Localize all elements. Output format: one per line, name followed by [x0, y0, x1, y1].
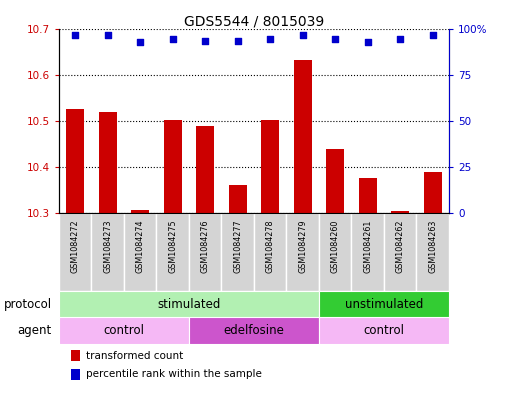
Text: GSM1084277: GSM1084277: [233, 220, 242, 273]
Text: transformed count: transformed count: [86, 351, 183, 360]
Bar: [294, 60, 311, 213]
Bar: [261, 119, 279, 213]
Text: unstimulated: unstimulated: [345, 298, 423, 310]
Bar: [319, 318, 449, 344]
Text: GSM1084260: GSM1084260: [331, 220, 340, 273]
Bar: [222, 213, 254, 291]
Bar: [66, 109, 84, 213]
Point: [331, 35, 339, 42]
Text: percentile rank within the sample: percentile rank within the sample: [86, 369, 262, 380]
Bar: [71, 350, 81, 361]
Bar: [319, 291, 449, 318]
Point: [428, 32, 437, 38]
Bar: [59, 318, 189, 344]
Point: [299, 32, 307, 38]
Point: [136, 39, 144, 46]
Text: GSM1084262: GSM1084262: [396, 220, 405, 273]
Bar: [71, 369, 81, 380]
Text: GSM1084275: GSM1084275: [168, 220, 177, 273]
Point: [396, 35, 404, 42]
Bar: [254, 213, 286, 291]
Text: GSM1084276: GSM1084276: [201, 220, 210, 273]
Point: [266, 35, 274, 42]
Point: [71, 32, 80, 38]
Bar: [391, 211, 409, 213]
Text: agent: agent: [17, 324, 52, 337]
Bar: [59, 291, 319, 318]
Bar: [384, 213, 417, 291]
Text: GSM1084279: GSM1084279: [298, 220, 307, 273]
Point: [201, 37, 209, 44]
Bar: [424, 171, 442, 213]
Bar: [156, 213, 189, 291]
Bar: [124, 213, 156, 291]
Text: control: control: [363, 324, 404, 337]
Bar: [99, 112, 116, 213]
Text: GSM1084274: GSM1084274: [136, 220, 145, 273]
Bar: [164, 120, 182, 213]
Bar: [359, 178, 377, 213]
Bar: [319, 213, 351, 291]
Bar: [189, 318, 319, 344]
Point: [104, 32, 112, 38]
Text: edelfosine: edelfosine: [224, 324, 284, 337]
Text: GSM1084273: GSM1084273: [103, 220, 112, 273]
Text: GSM1084261: GSM1084261: [363, 220, 372, 273]
Bar: [229, 185, 247, 213]
Bar: [131, 210, 149, 213]
Bar: [286, 213, 319, 291]
Bar: [59, 213, 91, 291]
Point: [364, 39, 372, 46]
Title: GDS5544 / 8015039: GDS5544 / 8015039: [184, 14, 324, 28]
Text: GSM1084272: GSM1084272: [71, 220, 80, 273]
Bar: [417, 213, 449, 291]
Point: [233, 37, 242, 44]
Bar: [326, 149, 344, 213]
Bar: [91, 213, 124, 291]
Point: [169, 35, 177, 42]
Text: protocol: protocol: [4, 298, 52, 310]
Text: stimulated: stimulated: [157, 298, 221, 310]
Text: GSM1084263: GSM1084263: [428, 220, 437, 273]
Text: control: control: [104, 324, 145, 337]
Text: GSM1084278: GSM1084278: [266, 220, 274, 273]
Bar: [351, 213, 384, 291]
Bar: [189, 213, 222, 291]
Bar: [196, 125, 214, 213]
